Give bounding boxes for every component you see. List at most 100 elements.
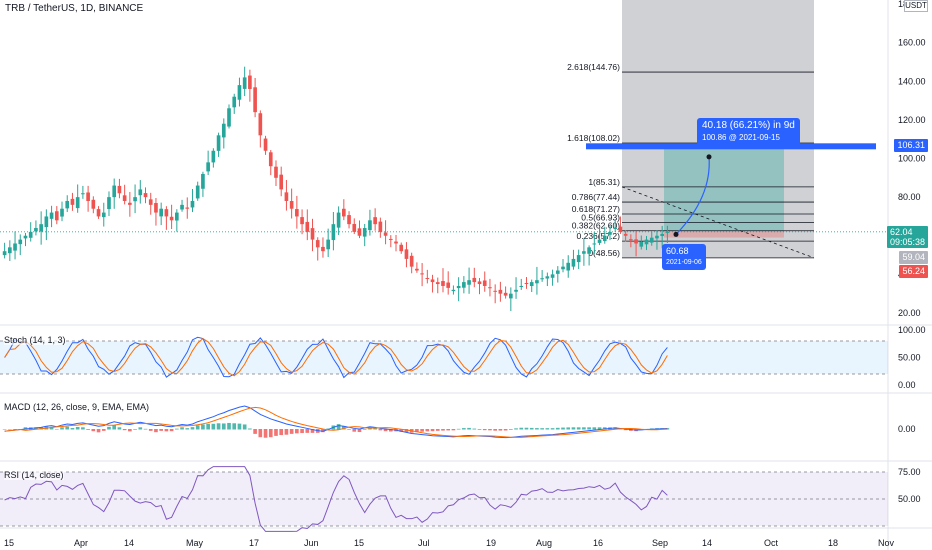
candle-body bbox=[399, 244, 404, 252]
macd-histogram-bar bbox=[128, 429, 132, 432]
macd-label[interactable]: MACD (12, 26, close, 9, EMA, EMA) bbox=[4, 402, 150, 412]
candle-body bbox=[122, 195, 127, 201]
time-axis-label: 17 bbox=[249, 538, 260, 548]
candle-body bbox=[529, 282, 534, 287]
macd-histogram-bar bbox=[169, 429, 174, 432]
candle-body bbox=[498, 289, 503, 294]
candle-body bbox=[435, 282, 440, 285]
macd-histogram-bar bbox=[623, 429, 628, 431]
stoch-tick-label: 50.00 bbox=[898, 353, 921, 363]
candle-body bbox=[112, 185, 117, 198]
time-axis-label: Nov bbox=[878, 538, 895, 548]
macd-histogram-bar bbox=[211, 423, 216, 430]
macd-histogram-bar bbox=[566, 427, 571, 430]
candle-body bbox=[206, 162, 210, 172]
candle-body bbox=[540, 278, 544, 280]
price-tag-59: 59.04 bbox=[899, 251, 928, 264]
macd-histogram-bar bbox=[221, 423, 226, 430]
candle-body bbox=[107, 197, 111, 210]
macd-histogram-bar bbox=[477, 429, 482, 430]
macd-histogram-bar bbox=[425, 429, 430, 432]
macd-histogram-bar bbox=[503, 429, 508, 431]
macd-histogram-bar bbox=[305, 429, 310, 433]
stoch-label[interactable]: Stoch (14, 1, 3) bbox=[4, 335, 66, 345]
price-tag-56: 56.24 bbox=[899, 265, 928, 278]
candle-body bbox=[284, 192, 289, 201]
candle-body bbox=[279, 174, 284, 190]
candle-body bbox=[514, 289, 518, 292]
candle-body bbox=[65, 200, 70, 209]
stoch-k-line bbox=[4, 336, 668, 379]
rsi-label[interactable]: RSI (14, close) bbox=[4, 470, 64, 480]
candle-body bbox=[263, 138, 268, 151]
candle-body bbox=[54, 211, 59, 221]
candle-body bbox=[660, 233, 664, 237]
candle-body bbox=[582, 251, 586, 254]
macd-histogram-bar bbox=[122, 429, 127, 431]
macd-histogram-bar bbox=[336, 424, 341, 430]
candle-body bbox=[289, 200, 294, 209]
fib-level-label: 0.618(71.27) bbox=[572, 204, 620, 214]
candle-body bbox=[477, 281, 482, 285]
candle-body bbox=[221, 123, 226, 138]
candle-body bbox=[185, 207, 190, 209]
candle-body bbox=[503, 292, 508, 296]
fib-level-label: 0.382(62.60) bbox=[572, 221, 620, 231]
macd-histogram-bar bbox=[65, 426, 70, 430]
macd-histogram-bar bbox=[54, 429, 59, 430]
stop-zone bbox=[664, 231, 784, 238]
time-axis-label: 19 bbox=[486, 538, 497, 548]
time-axis-label: Aug bbox=[536, 538, 553, 548]
macd-histogram-bar bbox=[34, 427, 38, 430]
macd-histogram-bar bbox=[190, 427, 195, 430]
macd-histogram-bar bbox=[274, 429, 278, 436]
candle-body bbox=[154, 203, 158, 213]
candle-body bbox=[352, 223, 357, 232]
macd-histogram-bar bbox=[373, 428, 377, 430]
macd-signal-line bbox=[4, 406, 668, 438]
entry-callout-main: 60.68 bbox=[666, 246, 689, 256]
candle-body bbox=[388, 238, 393, 240]
macd-histogram-bar bbox=[383, 429, 388, 432]
macd-histogram-bar bbox=[86, 429, 90, 430]
macd-histogram-bar bbox=[592, 427, 597, 430]
candle-body bbox=[342, 208, 346, 217]
candle-body bbox=[394, 241, 398, 244]
macd-histogram-bar bbox=[456, 428, 461, 430]
macd-histogram-bar bbox=[295, 429, 299, 434]
target-callout[interactable]: 40.18 (66.21%) in 9d 100.86 @ 2021-09-15 bbox=[697, 118, 800, 146]
macd-histogram-bar bbox=[91, 429, 96, 432]
macd-histogram-bar bbox=[498, 429, 503, 431]
candle-body bbox=[242, 77, 247, 89]
candle-body bbox=[227, 108, 231, 127]
macd-histogram-bar bbox=[164, 429, 169, 432]
macd-histogram-bar bbox=[81, 427, 85, 430]
candle-body bbox=[571, 258, 576, 267]
candle-body bbox=[331, 224, 336, 241]
candle-body bbox=[305, 221, 310, 232]
candle-body bbox=[101, 212, 106, 218]
macd-histogram-bar bbox=[206, 423, 210, 430]
candle-body bbox=[232, 96, 237, 108]
candle-body bbox=[550, 274, 555, 278]
candle-body bbox=[138, 189, 143, 196]
candle-body bbox=[34, 228, 38, 232]
entry-callout-sub: 2021-09-06 bbox=[666, 259, 702, 266]
candle-body bbox=[60, 208, 64, 217]
candle-body bbox=[415, 268, 419, 271]
macd-histogram-bar bbox=[49, 426, 54, 430]
macd-histogram-bar bbox=[138, 427, 143, 430]
candle-body bbox=[274, 166, 278, 178]
trend-line bbox=[621, 186, 815, 259]
candle-body bbox=[39, 224, 43, 232]
macd-histogram-bar bbox=[148, 429, 153, 431]
candle-body bbox=[623, 233, 628, 236]
candle-body bbox=[555, 270, 560, 274]
entry-callout[interactable]: 60.68 2021-09-06 bbox=[662, 244, 706, 270]
macd-histogram-bar bbox=[467, 427, 471, 430]
macd-histogram-bar bbox=[524, 427, 529, 430]
candle-body bbox=[195, 185, 200, 199]
candle-body bbox=[143, 193, 148, 198]
candle-body bbox=[430, 279, 435, 283]
